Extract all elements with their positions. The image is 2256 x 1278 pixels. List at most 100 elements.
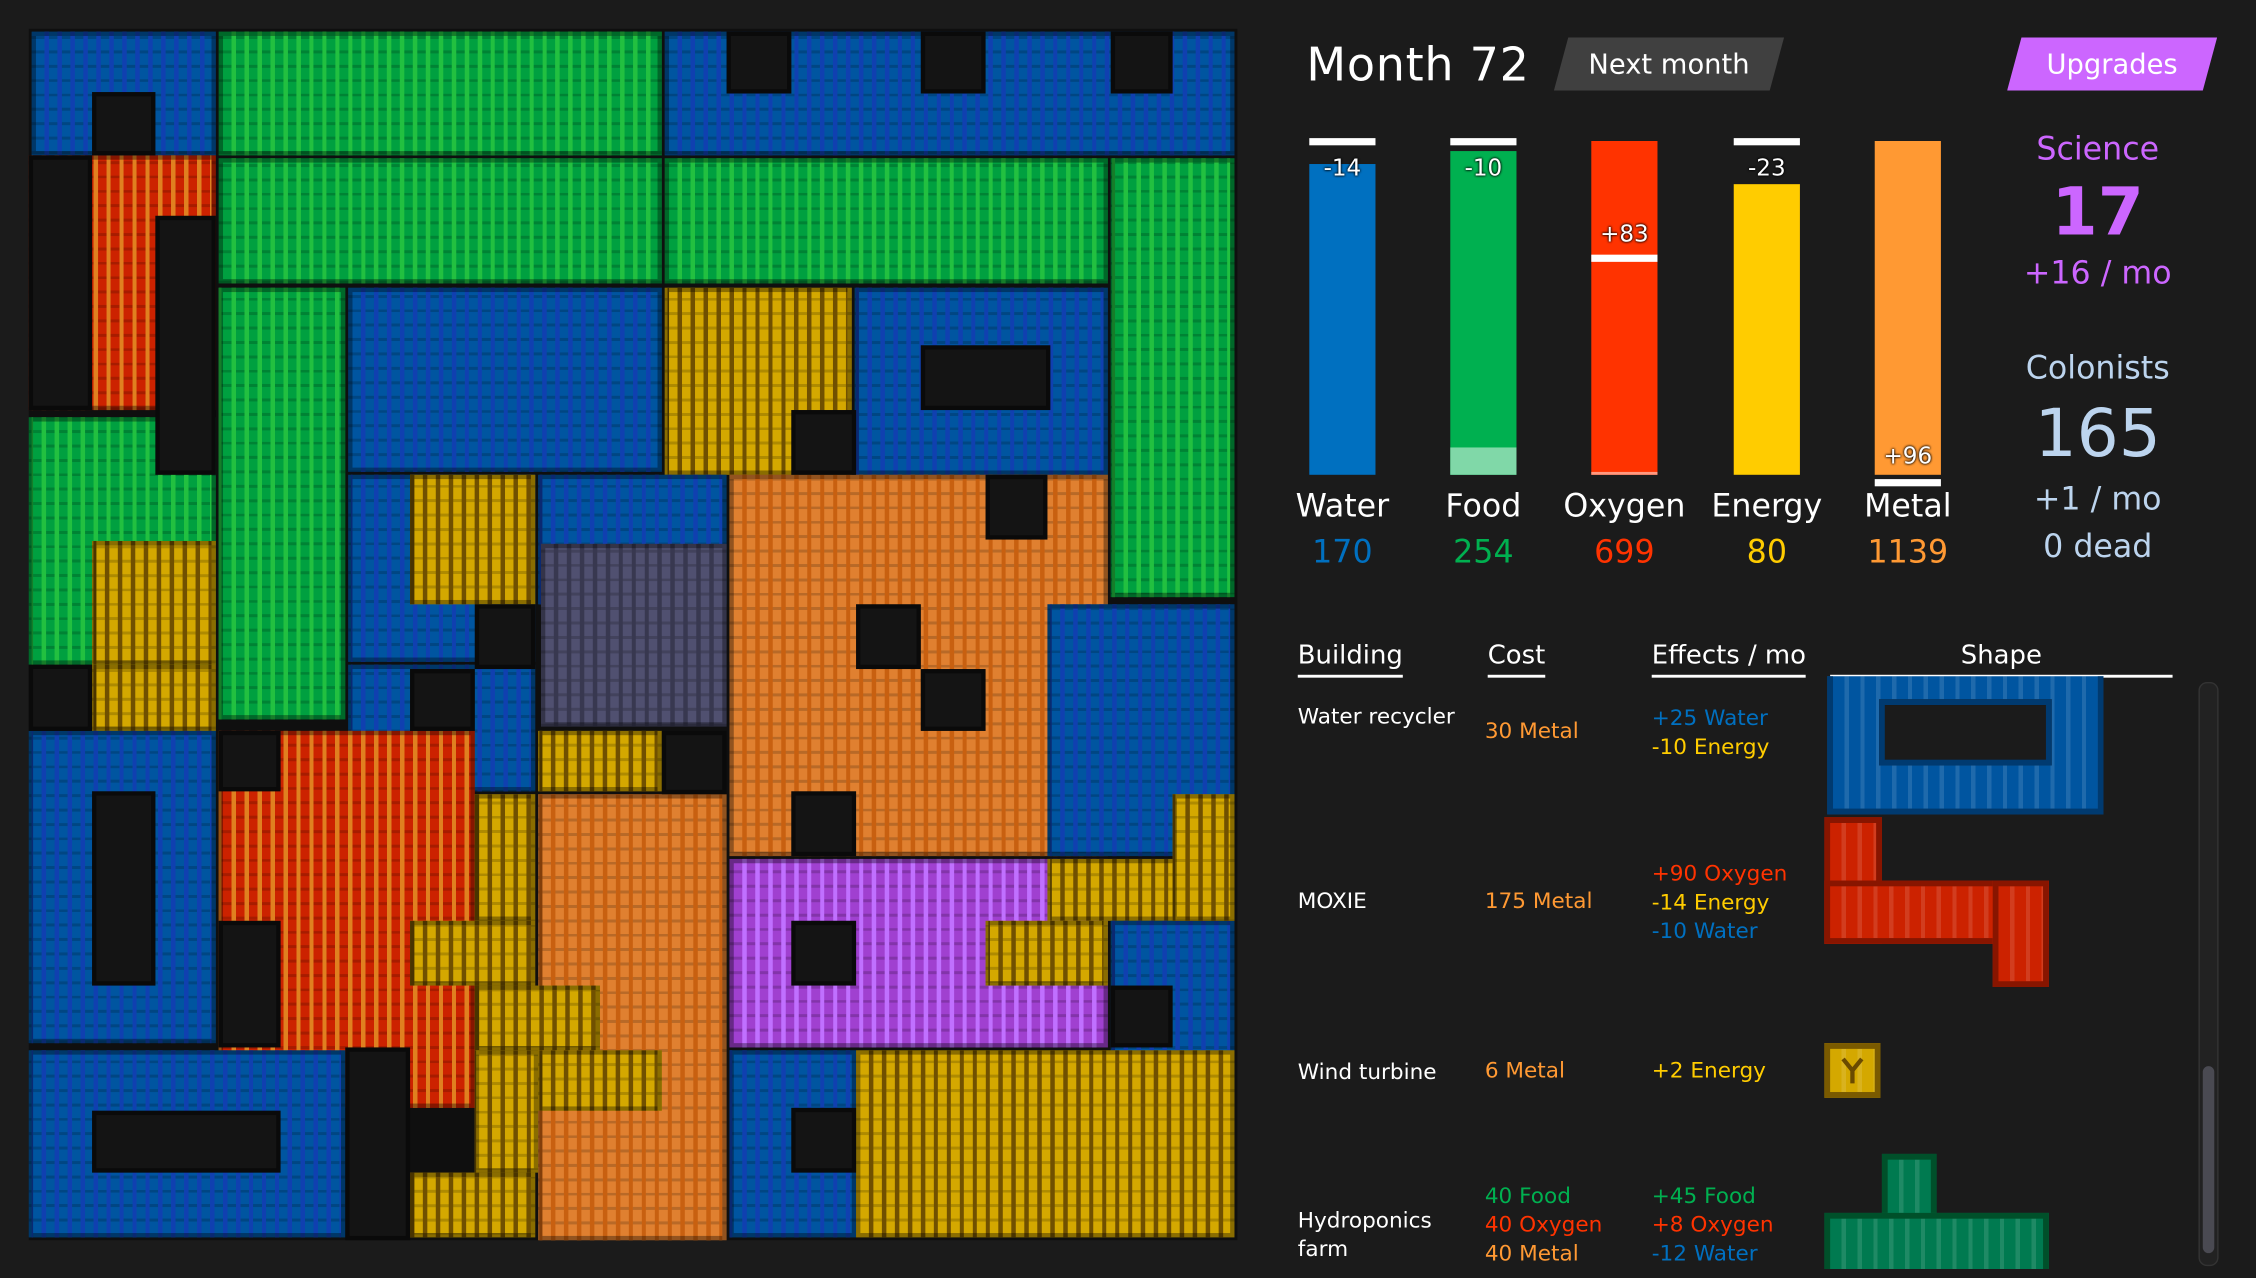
- building-tile[interactable]: [856, 1050, 1235, 1238]
- building-name: Hydroponics farm: [1297, 1207, 1432, 1262]
- building-tile[interactable]: [474, 1050, 539, 1173]
- building-effect: +2 Energy: [1651, 1057, 1766, 1084]
- building-cost: 175 Metal: [1484, 887, 1593, 914]
- building-tile[interactable]: [92, 664, 216, 731]
- bar-marker: [1450, 138, 1517, 146]
- colonists-rate: +1 / mo: [2033, 481, 2162, 518]
- building-tile[interactable]: [218, 287, 346, 720]
- resource-value: 170: [1312, 535, 1373, 572]
- resource-delta: -14: [1323, 153, 1362, 182]
- upgrades-button[interactable]: Upgrades: [2007, 37, 2217, 90]
- empty-tile[interactable]: [218, 920, 281, 1048]
- building-tile[interactable]: [474, 985, 600, 1051]
- building-tile[interactable]: [664, 158, 1108, 284]
- resource-delta: +83: [1600, 220, 1649, 248]
- building-tile[interactable]: [664, 287, 852, 475]
- shape-hydroponics-farm[interactable]: [1824, 1212, 2049, 1270]
- building-effect: +90 Oxygen: [1651, 860, 1788, 887]
- empty-tile[interactable]: [920, 31, 986, 94]
- bar-fill: [1591, 141, 1658, 475]
- building-tile[interactable]: [348, 287, 662, 472]
- resource-delta: -23: [1748, 153, 1786, 182]
- building-effect: +25 Water: [1651, 705, 1768, 731]
- colonists-value: 165: [2034, 394, 2161, 472]
- bar-projected-fill: [1591, 471, 1658, 475]
- building-cost: 40 Metal: [1484, 1240, 1579, 1267]
- empty-tile[interactable]: [218, 730, 281, 792]
- building-effect: +8 Oxygen: [1651, 1211, 1774, 1238]
- building-tile[interactable]: [410, 474, 536, 605]
- building-cost: 30 Metal: [1484, 717, 1579, 744]
- empty-tile[interactable]: [791, 791, 857, 857]
- empty-tile[interactable]: [345, 1047, 411, 1241]
- building-tile[interactable]: [538, 730, 662, 792]
- building-tile[interactable]: [474, 794, 536, 921]
- building-effect: -14 Energy: [1651, 889, 1770, 916]
- empty-tile[interactable]: [856, 604, 921, 670]
- resource-name: Food: [1445, 489, 1522, 526]
- building-cost: 40 Food: [1484, 1182, 1571, 1209]
- empty-tile[interactable]: [410, 669, 475, 731]
- resource-name: Metal: [1864, 489, 1952, 526]
- building-cost: 40 Oxygen: [1484, 1211, 1603, 1238]
- empty-tile[interactable]: [28, 155, 93, 411]
- building-tile[interactable]: [729, 474, 1108, 857]
- building-tile[interactable]: [985, 920, 1108, 986]
- empty-tile[interactable]: [985, 474, 1048, 540]
- empty-tile[interactable]: [726, 31, 792, 94]
- empty-tile[interactable]: [92, 1110, 281, 1173]
- building-tile[interactable]: [1172, 794, 1235, 921]
- bar-fill: [1450, 151, 1517, 475]
- colonists-dead: 0 dead: [2043, 529, 2153, 566]
- resource-delta: -10: [1464, 153, 1503, 182]
- building-tile[interactable]: [538, 1050, 662, 1111]
- resource-value: 254: [1453, 535, 1514, 572]
- resource-bar-energy: -23: [1733, 138, 1800, 475]
- shape-moxie[interactable]: [1992, 880, 2049, 988]
- empty-tile[interactable]: [661, 730, 727, 795]
- empty-tile[interactable]: [791, 410, 857, 475]
- turbine-icon: [1836, 1055, 1869, 1087]
- empty-tile[interactable]: [791, 1107, 857, 1173]
- bar-marker: [1591, 254, 1658, 263]
- empty-tile[interactable]: [920, 669, 986, 731]
- bar-projected-fill: [1450, 448, 1517, 475]
- building-tile[interactable]: [218, 158, 662, 284]
- header-effects: Effects / mo: [1651, 640, 1807, 678]
- building-name: MOXIE: [1297, 887, 1367, 914]
- colony-map[interactable]: [28, 28, 1238, 1241]
- building-tile[interactable]: [410, 1172, 536, 1238]
- building-effect: -12 Water: [1651, 1240, 1758, 1267]
- scrollbar-thumb[interactable]: [2202, 1066, 2215, 1254]
- building-name: Water recycler: [1297, 703, 1455, 730]
- building-tile[interactable]: [410, 920, 536, 986]
- resource-value: 699: [1594, 535, 1655, 572]
- building-tile[interactable]: [218, 31, 662, 156]
- resource-bar-metal: +96: [1874, 138, 1941, 486]
- table-scrollbar[interactable]: [2198, 681, 2219, 1267]
- building-effect: -10 Water: [1651, 917, 1758, 944]
- empty-tile[interactable]: [92, 92, 156, 156]
- empty-tile[interactable]: [155, 215, 216, 475]
- resource-delta: +96: [1883, 441, 1933, 469]
- resource-name: Energy: [1711, 489, 1823, 526]
- building-effect: +45 Food: [1651, 1182, 1756, 1209]
- month-label: Month 72: [1306, 37, 1530, 93]
- empty-tile[interactable]: [1110, 985, 1173, 1048]
- header-building: Building: [1297, 640, 1403, 678]
- bar-marker: [1874, 478, 1941, 486]
- building-tile[interactable]: [92, 540, 216, 665]
- resource-value: 80: [1746, 535, 1787, 572]
- empty-tile[interactable]: [92, 791, 156, 986]
- empty-tile[interactable]: [28, 664, 93, 731]
- empty-tile[interactable]: [474, 604, 536, 670]
- building-tile[interactable]: [540, 543, 727, 727]
- next-month-button[interactable]: Next month: [1554, 37, 1784, 90]
- bar-fill: [1874, 141, 1941, 475]
- building-tile[interactable]: [1110, 158, 1235, 598]
- empty-tile[interactable]: [1110, 31, 1173, 94]
- empty-tile[interactable]: [791, 920, 857, 986]
- bar-marker: [1309, 138, 1376, 146]
- empty-tile[interactable]: [920, 345, 1051, 411]
- bar-fill: [1733, 184, 1800, 475]
